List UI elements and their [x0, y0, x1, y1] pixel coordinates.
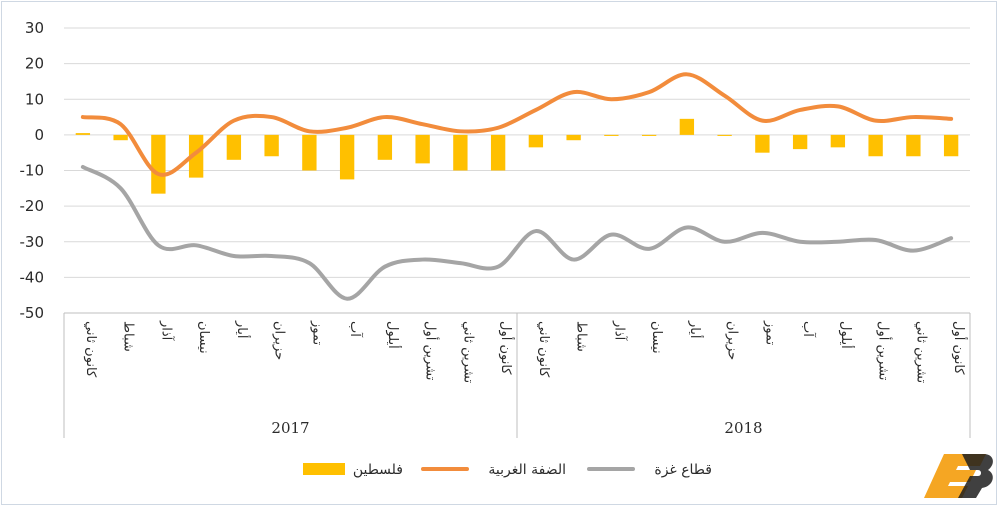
x-tick-label: أيار: [687, 320, 704, 338]
bar: [830, 134, 846, 148]
y-tick-label: 20: [25, 55, 44, 73]
bar: [943, 134, 959, 157]
x-tick-label: حزيران: [272, 321, 287, 360]
bar: [641, 134, 657, 136]
x-tick-label: كانون أول: [498, 321, 515, 375]
y-tick-label: -10: [20, 162, 45, 180]
x-axis: كانون ثاني شباط آذار نيسان أيار حزيران تموز آب أ…: [63, 312, 971, 438]
x-tick-label: آب: [800, 321, 817, 338]
y-tick-label: 30: [25, 19, 44, 37]
bar: [226, 134, 242, 160]
x-tick-label: تموز: [309, 320, 324, 346]
x-tick-label: تشرين ثاني: [460, 321, 475, 383]
y-tick-label: -30: [20, 233, 45, 251]
bar: [302, 134, 317, 171]
x-tick-label: أيلول: [385, 321, 402, 349]
x-tick-label: أيار: [234, 320, 251, 338]
bar: [792, 134, 808, 150]
bar: [75, 133, 91, 135]
legend: فلسطين الضفة الغربية قطاع غزة: [303, 462, 712, 478]
bar: [113, 134, 128, 141]
bar: [490, 134, 506, 171]
bar: [188, 134, 204, 178]
x-tick-label: آب: [347, 321, 364, 338]
bar: [755, 134, 770, 153]
x-tick-label: نيسان: [196, 321, 211, 354]
x-tick-label: أيلول: [838, 321, 855, 349]
group-label: 2018: [724, 419, 762, 437]
legend-label: قطاع غزة: [654, 462, 712, 478]
legend-label: فلسطين: [353, 462, 403, 478]
series-line-1: [80, 164, 954, 301]
bar: [151, 134, 166, 194]
x-tick-label: آذار: [611, 320, 628, 342]
y-tick-label: -40: [20, 268, 45, 286]
group-label: 2017: [271, 419, 309, 437]
bar: [264, 134, 279, 157]
y-tick-label: 10: [25, 90, 44, 108]
bar: [868, 134, 883, 157]
x-tick-label: كانون ثاني: [83, 321, 98, 378]
x-tick-label: آذار: [158, 320, 175, 342]
x-tick-label: نيسان: [649, 321, 664, 354]
x-tick-label: تموز: [762, 320, 777, 346]
x-tick-label: حزيران: [725, 321, 740, 360]
x-tick-label: شباط: [121, 321, 136, 352]
legend-swatch-bar: [303, 463, 345, 475]
y-tick-label: -50: [20, 304, 45, 322]
bar: [679, 118, 695, 135]
x-tick-label: كانون أول: [951, 321, 968, 375]
bar: [528, 134, 544, 148]
series-line-0: [80, 72, 954, 177]
bar: [377, 134, 393, 160]
legend-label: الضفة الغربية: [488, 462, 566, 478]
x-tick-label: شباط: [574, 321, 589, 352]
x-tick-label: كانون ثاني: [536, 321, 551, 378]
y-tick-label: 0: [34, 126, 44, 144]
y-axis-ticks: 30 20 10 0 -10 -20 -30 -40 -50: [20, 19, 45, 322]
y-tick-label: -20: [20, 197, 45, 215]
bar: [906, 134, 921, 157]
x-tick-label: تشرين ثاني: [913, 321, 928, 383]
brand-logo: [924, 454, 993, 498]
bar: [717, 134, 732, 136]
bar-series: [75, 118, 959, 194]
x-tick-label: تشرين أول: [876, 321, 893, 381]
bar: [604, 134, 619, 136]
bar: [453, 134, 468, 171]
bar: [415, 134, 430, 164]
bar: [566, 134, 581, 141]
bar: [339, 134, 355, 180]
line-series: [80, 72, 954, 301]
x-tick-label: تشرين أول: [423, 321, 440, 381]
